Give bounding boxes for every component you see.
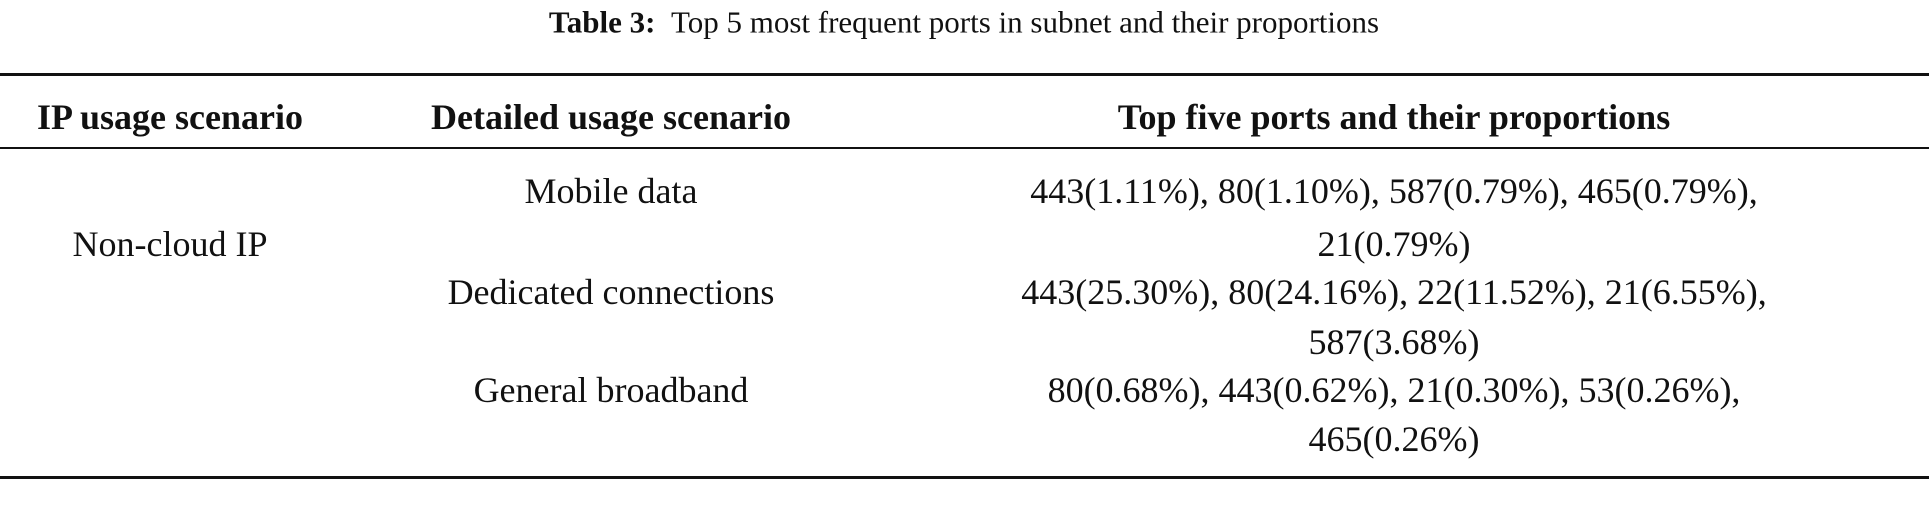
row-ports-line2: 465(0.26%): [1308, 419, 1480, 459]
row-ports-line2: 21(0.79%): [1317, 224, 1471, 264]
group-non-cloud-ip: Non-cloud IP: [72, 224, 268, 264]
row-ports-line1: 80(0.68%), 443(0.62%), 21(0.30%), 53(0.2…: [1047, 370, 1741, 410]
table-caption: Table 3: Top 5 most frequent ports in su…: [549, 7, 1379, 38]
caption-text: Top 5 most frequent ports in subnet and …: [670, 4, 1380, 40]
header-rule: [0, 147, 1929, 149]
header-detailed-usage-scenario: Detailed usage scenario: [431, 97, 791, 137]
row-ports-line2: 587(3.68%): [1308, 322, 1480, 362]
row-scenario: Mobile data: [524, 171, 698, 211]
bottom-rule: [0, 476, 1929, 479]
row-scenario: Dedicated connections: [447, 272, 775, 312]
row-ports-line1: 443(25.30%), 80(24.16%), 22(11.52%), 21(…: [1021, 272, 1767, 312]
row-scenario: General broadband: [473, 370, 749, 410]
top-rule: [0, 73, 1929, 76]
header-top-five-ports: Top five ports and their proportions: [1117, 97, 1671, 137]
header-ip-usage-scenario: IP usage scenario: [37, 97, 303, 137]
caption-label: Table 3:: [548, 4, 656, 40]
row-ports-line1: 443(1.11%), 80(1.10%), 587(0.79%), 465(0…: [1030, 171, 1758, 211]
